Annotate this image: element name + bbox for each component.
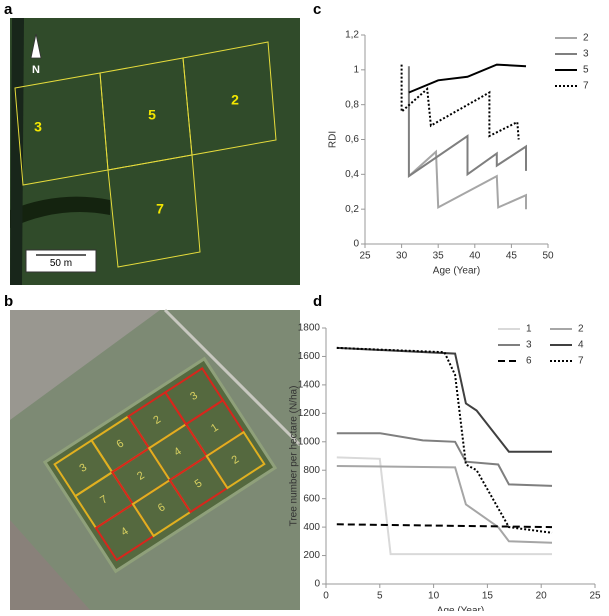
scale-label: 50 m bbox=[50, 258, 72, 269]
plot-label: 3 bbox=[188, 390, 200, 403]
y-tick-label: 200 bbox=[303, 550, 320, 561]
y-tick-label: 0,8 bbox=[345, 99, 359, 110]
series-line bbox=[336, 432, 553, 487]
legend-label: 4 bbox=[578, 340, 584, 351]
series-line bbox=[407, 66, 527, 178]
panel-label: b bbox=[4, 293, 13, 310]
legend-label: 5 bbox=[583, 65, 589, 76]
plot-label: 1 bbox=[209, 421, 221, 434]
y-tick-label: 1000 bbox=[298, 436, 321, 447]
series-line bbox=[336, 346, 553, 534]
plot-label: 2 bbox=[135, 469, 147, 482]
legend-label: 7 bbox=[583, 81, 589, 92]
y-tick-label: 1600 bbox=[298, 351, 321, 362]
y-tick-label: 0,4 bbox=[345, 169, 359, 180]
x-tick-label: 40 bbox=[469, 251, 481, 262]
series-line bbox=[408, 63, 527, 94]
plot-label: 2 bbox=[231, 92, 239, 108]
x-axis-label: Age (Year) bbox=[433, 266, 480, 277]
plot-label: 3 bbox=[78, 461, 90, 474]
y-axis-label: Tree number per hectare (N/ha) bbox=[289, 386, 300, 527]
series-line bbox=[336, 523, 553, 529]
x-tick-label: 5 bbox=[377, 591, 383, 602]
series-line bbox=[336, 456, 552, 556]
plot-label: 6 bbox=[114, 437, 126, 450]
x-tick-label: 35 bbox=[433, 251, 445, 262]
north-label: N bbox=[32, 64, 40, 76]
legend-label: 3 bbox=[583, 49, 589, 60]
y-tick-label: 1200 bbox=[298, 408, 321, 419]
y-tick-label: 600 bbox=[303, 493, 320, 504]
aerial-map-b: 3 7 6 2 3 2 4 1 4 6 5 2 bbox=[10, 308, 302, 610]
plot-label: 7 bbox=[98, 493, 110, 506]
x-tick-label: 20 bbox=[536, 591, 548, 602]
series-line bbox=[336, 346, 552, 453]
legend-label: 2 bbox=[583, 33, 589, 44]
y-tick-label: 1,2 bbox=[345, 30, 359, 41]
y-axis-label: RDI bbox=[328, 131, 339, 148]
plot-label: 5 bbox=[148, 107, 156, 123]
x-tick-label: 45 bbox=[506, 251, 518, 262]
y-tick-label: 400 bbox=[303, 522, 320, 533]
y-tick-label: 0,2 bbox=[345, 204, 359, 215]
y-tick-label: 0 bbox=[314, 579, 320, 590]
plot-label: 4 bbox=[119, 525, 131, 538]
legend-label: 3 bbox=[526, 340, 532, 351]
x-tick-label: 25 bbox=[589, 591, 601, 602]
x-tick-label: 25 bbox=[359, 251, 371, 262]
x-tick-label: 0 bbox=[323, 591, 329, 602]
y-tick-label: 0 bbox=[353, 239, 359, 250]
y-tick-label: 1400 bbox=[298, 380, 321, 391]
series-line bbox=[400, 64, 520, 140]
x-tick-label: 30 bbox=[396, 251, 408, 262]
plot-label: 2 bbox=[230, 453, 242, 466]
x-tick-label: 10 bbox=[428, 591, 440, 602]
x-tick-label: 15 bbox=[482, 591, 494, 602]
line-chart: 0 200 400 600 800 1000 1200 1400 1600 1800 0 5 10 15 2… bbox=[289, 323, 601, 616]
aerial-map-a: 3 5 2 7 N 50 m bbox=[10, 18, 300, 285]
panel-label: c bbox=[313, 1, 321, 18]
legend-label: 7 bbox=[578, 356, 584, 367]
plot-label: 6 bbox=[156, 501, 168, 514]
x-axis-label: Age (Year) bbox=[437, 606, 484, 611]
legend-label: 2 bbox=[578, 324, 584, 335]
plot-label: 3 bbox=[34, 119, 42, 135]
y-tick-label: 1 bbox=[353, 64, 359, 75]
panel-label: d bbox=[313, 293, 322, 310]
y-tick-label: 800 bbox=[303, 465, 320, 476]
y-tick-label: 0,6 bbox=[345, 134, 359, 145]
panel-label: a bbox=[4, 1, 13, 18]
plot-label: 2 bbox=[151, 414, 163, 427]
series-line bbox=[336, 465, 553, 544]
plot-label: 7 bbox=[156, 201, 164, 217]
plot-label: 5 bbox=[193, 477, 205, 490]
legend-label: 6 bbox=[526, 356, 532, 367]
legend-label: 1 bbox=[526, 324, 532, 335]
series-line bbox=[408, 149, 527, 210]
plot-label: 4 bbox=[172, 445, 184, 458]
x-tick-label: 50 bbox=[542, 251, 554, 262]
y-tick-label: 1800 bbox=[298, 323, 321, 334]
